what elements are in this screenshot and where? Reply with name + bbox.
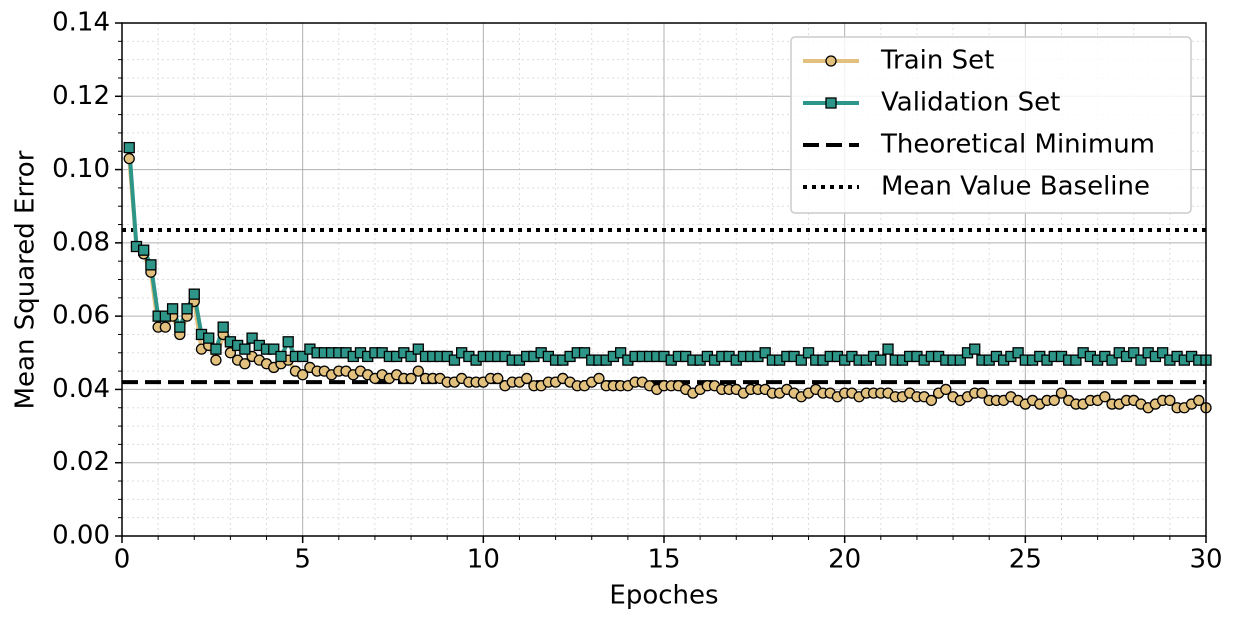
marker [614, 347, 627, 359]
marker [145, 259, 157, 271]
marker [138, 244, 150, 256]
x-tick-label: 15 [647, 545, 680, 575]
marker [521, 372, 533, 385]
marker [1106, 354, 1118, 366]
marker [593, 372, 605, 385]
marker [1012, 347, 1024, 359]
marker [1156, 347, 1169, 359]
marker [1099, 391, 1111, 403]
marker [412, 365, 424, 377]
legend-label: Theoretical Minimum [880, 130, 1155, 160]
marker [795, 354, 807, 366]
x-tick-label: 25 [1009, 545, 1042, 575]
x-tick-label: 10 [467, 545, 500, 575]
y-tick-label: 0.02 [52, 447, 110, 477]
marker [954, 354, 966, 366]
marker [123, 141, 135, 154]
marker [875, 354, 887, 366]
marker [275, 350, 287, 363]
legend-label: Mean Value Baseline [881, 172, 1150, 202]
legend-label: Train Set [880, 46, 994, 76]
marker [297, 369, 309, 381]
legend-marker [825, 97, 837, 109]
y-tick-label: 0.08 [52, 227, 110, 257]
marker [405, 372, 417, 385]
marker [882, 343, 894, 355]
marker [282, 336, 294, 348]
marker [578, 347, 591, 359]
marker [268, 343, 280, 355]
marker [210, 343, 222, 355]
marker [1164, 394, 1176, 407]
y-axis-label: Mean Squared Error [11, 150, 41, 409]
marker [181, 303, 193, 315]
marker [1048, 394, 1060, 407]
legend-box [790, 36, 1192, 214]
marker [976, 387, 988, 399]
marker [802, 347, 815, 359]
marker [405, 350, 417, 363]
marker [412, 343, 424, 355]
x-tick-label: 5 [294, 545, 311, 575]
x-tick-label: 30 [1189, 545, 1222, 575]
marker [239, 343, 251, 355]
marker [166, 303, 179, 315]
y-tick-label: 0.04 [52, 374, 110, 404]
legend-label: Validation Set [881, 88, 1060, 118]
y-tick-label: 0.06 [52, 301, 110, 331]
marker [925, 394, 938, 407]
y-tick-label: 0.12 [52, 81, 110, 111]
marker [123, 152, 135, 165]
marker [203, 332, 215, 344]
y-tick-label: 0.10 [52, 154, 110, 184]
y-tick-label: 0.00 [52, 521, 110, 551]
plot-frame [121, 22, 1207, 537]
marker [174, 321, 186, 333]
y-tick-label: 0.14 [52, 8, 110, 38]
marker [217, 321, 229, 333]
marker [1193, 394, 1205, 407]
marker [188, 288, 200, 300]
marker [492, 372, 504, 385]
marker [210, 354, 222, 366]
marker [759, 347, 771, 359]
marker [159, 321, 172, 333]
marker [246, 332, 258, 344]
marker [448, 354, 461, 366]
marker [1135, 354, 1147, 366]
marker [159, 310, 172, 322]
marker [940, 383, 952, 396]
x-tick-label: 0 [114, 545, 131, 575]
marker [969, 343, 981, 355]
marker [297, 350, 309, 363]
marker [1128, 347, 1140, 359]
marker [1070, 354, 1082, 366]
x-tick-label: 20 [828, 545, 861, 575]
legend: Train Set Validation Set Theoretical Minim… [790, 36, 1192, 214]
marker [1055, 387, 1068, 399]
legend-marker [825, 55, 837, 67]
x-axis-label: Epoches [609, 581, 718, 611]
marker [239, 358, 251, 370]
